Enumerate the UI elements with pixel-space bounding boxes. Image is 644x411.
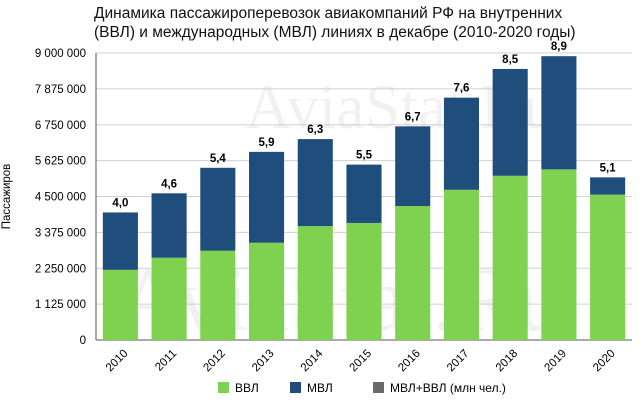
data-label-2011: 4,6 [161,178,177,190]
bar-mvl-2017 [443,97,479,190]
data-label-2018: 8,5 [502,54,519,66]
y-tick-label: 0 [80,335,86,347]
x-tick-label-2012: 2012 [201,348,228,375]
x-tick-label-2014: 2014 [299,347,326,374]
x-tick-label-2019: 2019 [542,348,569,375]
y-tick-label: 3 375 000 [35,227,86,239]
data-label-2012: 5,4 [210,153,227,165]
legend-mvl-swatch [290,382,301,393]
bar-vvl-2011 [151,257,187,340]
x-tick-label-2015: 2015 [348,348,375,375]
bar-vvl-2014 [297,226,333,340]
x-tick-label-2018: 2018 [494,348,521,375]
data-label-2020: 5,1 [600,162,617,174]
bar-vvl-2010 [102,269,138,340]
y-tick-label: 4 500 000 [35,192,86,204]
bar-vvl-2012 [200,250,236,340]
y-tick-label: 9 000 000 [35,48,86,60]
bar-mvl-2014 [297,139,333,227]
bar-mvl-2010 [102,212,138,270]
bar-vvl-2015 [346,222,382,340]
y-tick-label: 5 625 000 [35,156,86,168]
y-tick-label: 7 875 000 [35,84,86,96]
x-tick-label-2010: 2010 [104,348,131,375]
bar-mvl-2020 [590,177,626,195]
bar-mvl-2011 [151,193,187,258]
bar-vvl-2020 [590,194,626,340]
bar-vvl-2013 [249,242,285,340]
watermark-bottom: AviaStat.Ru [117,248,563,350]
bar-vvl-2019 [541,169,577,340]
y-axis-label: Пассажиров [1,164,13,230]
legend-vvl-swatch [218,382,229,393]
bar-vvl-2016 [395,206,431,340]
y-tick-label: 6 750 000 [35,120,86,132]
legend-total-label: МВЛ+ВВЛ (млн чел.) [390,381,506,395]
x-tick-label-2013: 2013 [250,348,277,375]
data-label-2017: 7,6 [453,83,469,95]
x-tick-label-2020: 2020 [591,348,618,375]
legend-mvl-label: МВЛ [307,381,333,395]
x-tick-label-2011: 2011 [153,348,179,374]
data-label-2019: 8,9 [551,41,567,53]
data-label-2010: 4,0 [112,197,128,209]
legend-vvl-label: ВВЛ [235,381,259,395]
bar-mvl-2018 [492,68,528,176]
chart-title-line-1: Динамика пассажироперевозок авиакомпаний… [94,5,563,22]
data-label-2014: 6,3 [307,124,323,136]
bar-vvl-2017 [443,189,479,340]
x-tick-label-2017: 2017 [445,348,472,375]
x-tick-label-2016: 2016 [396,348,423,375]
bar-mvl-2019 [541,56,577,170]
data-label-2015: 5,5 [356,150,373,162]
data-label-2016: 6,7 [405,111,421,123]
y-tick-label: 2 250 000 [35,263,86,275]
bar-mvl-2015 [346,164,382,223]
legend-total-swatch [373,382,384,393]
bar-mvl-2012 [200,167,236,251]
chart-title-line-2: (ВВЛ) и международных (МВЛ) линиях в дек… [94,24,576,41]
bar-mvl-2016 [395,126,431,207]
bar-mvl-2013 [249,151,285,243]
data-label-2013: 5,9 [259,137,275,149]
y-tick-label: 1 125 000 [35,299,86,311]
chart-title: Динамика пассажироперевозок авиакомпаний… [94,4,634,42]
bar-vvl-2018 [492,175,528,340]
